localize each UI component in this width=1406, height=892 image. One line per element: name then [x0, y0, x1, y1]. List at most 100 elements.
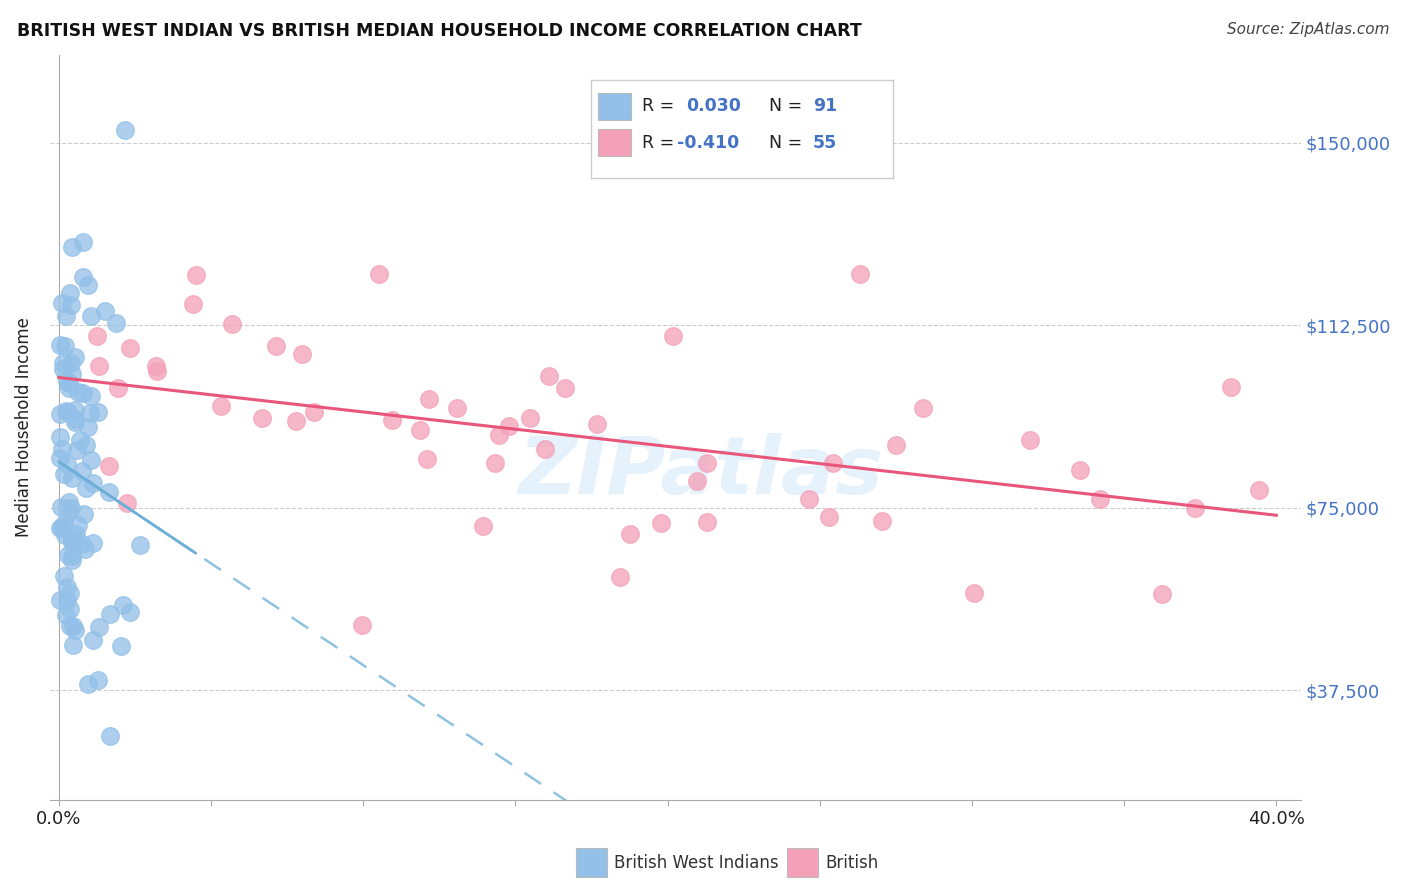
Point [48, 430, 70, 444]
Point [55, 339, 77, 353]
Point [62, 638, 84, 652]
Point [79, 406, 101, 420]
Point [49, 500, 72, 514]
Y-axis label: Median Household Income: Median Household Income [15, 318, 32, 537]
Point [619, 527, 641, 541]
Point [60, 297, 83, 311]
Point [291, 346, 314, 360]
Point [107, 381, 129, 395]
Point [76, 278, 98, 293]
Point [52, 467, 75, 481]
Point [696, 456, 718, 470]
Point [49, 338, 72, 352]
Point [53, 516, 76, 531]
Point [86, 328, 108, 343]
Point [63, 624, 86, 638]
Point [266, 339, 288, 353]
Point [69, 433, 91, 447]
Point [67, 384, 90, 399]
Point [797, 491, 820, 506]
Point [52, 569, 75, 583]
Point [849, 268, 872, 282]
Point [55, 580, 77, 594]
Point [221, 318, 243, 332]
Point [650, 516, 672, 530]
Point [662, 329, 685, 343]
Point [304, 405, 326, 419]
Point [59, 619, 82, 633]
Point [56, 548, 79, 562]
Point [56, 592, 79, 607]
Point [821, 456, 844, 470]
Point [104, 316, 127, 330]
Point [114, 123, 136, 137]
Point [58, 494, 80, 508]
Text: N =: N = [758, 97, 808, 115]
Point [65, 527, 87, 541]
Point [129, 538, 152, 552]
Point [48, 592, 70, 607]
Point [55, 608, 77, 623]
Point [416, 451, 439, 466]
Point [409, 423, 432, 437]
Point [963, 585, 986, 599]
Point [82, 475, 104, 490]
Point [62, 549, 84, 563]
Point [1184, 501, 1206, 516]
Point [59, 601, 82, 615]
Point [418, 392, 440, 407]
Point [63, 403, 86, 417]
Point [120, 606, 142, 620]
Point [537, 368, 560, 383]
Point [1088, 491, 1111, 506]
Point [181, 296, 204, 310]
Point [80, 388, 103, 402]
Point [60, 534, 83, 549]
Point [58, 381, 80, 395]
Point [63, 412, 86, 426]
Point [534, 442, 557, 457]
Point [146, 364, 169, 378]
Point [98, 729, 121, 743]
Point [87, 673, 110, 687]
Point [82, 535, 104, 549]
Point [73, 507, 96, 521]
Text: British West Indians: British West Indians [614, 855, 779, 872]
Point [58, 505, 80, 519]
Point [79, 309, 101, 323]
Point [65, 415, 87, 429]
Point [55, 403, 77, 417]
Point [350, 618, 373, 632]
Point [62, 538, 84, 552]
Point [62, 533, 84, 547]
Point [484, 456, 506, 470]
Text: British: British [825, 855, 879, 872]
Point [60, 553, 83, 567]
Point [285, 414, 308, 428]
Point [70, 537, 93, 551]
Text: N =: N = [758, 134, 808, 152]
Point [72, 464, 94, 478]
Point [98, 607, 121, 621]
Point [115, 496, 138, 510]
Point [51, 442, 73, 456]
Point [63, 350, 86, 364]
Point [94, 303, 117, 318]
Point [59, 286, 82, 301]
Point [1152, 587, 1174, 601]
Point [59, 586, 82, 600]
Point [76, 676, 98, 690]
Point [75, 438, 97, 452]
Point [77, 420, 100, 434]
Point [98, 458, 121, 473]
Point [911, 401, 934, 415]
Point [60, 471, 83, 485]
Point [75, 481, 97, 495]
Point [1069, 463, 1091, 477]
Point [252, 411, 274, 425]
Point [87, 359, 110, 374]
Point [49, 521, 72, 535]
Point [51, 521, 73, 535]
Point [817, 510, 839, 524]
Point [60, 356, 83, 370]
